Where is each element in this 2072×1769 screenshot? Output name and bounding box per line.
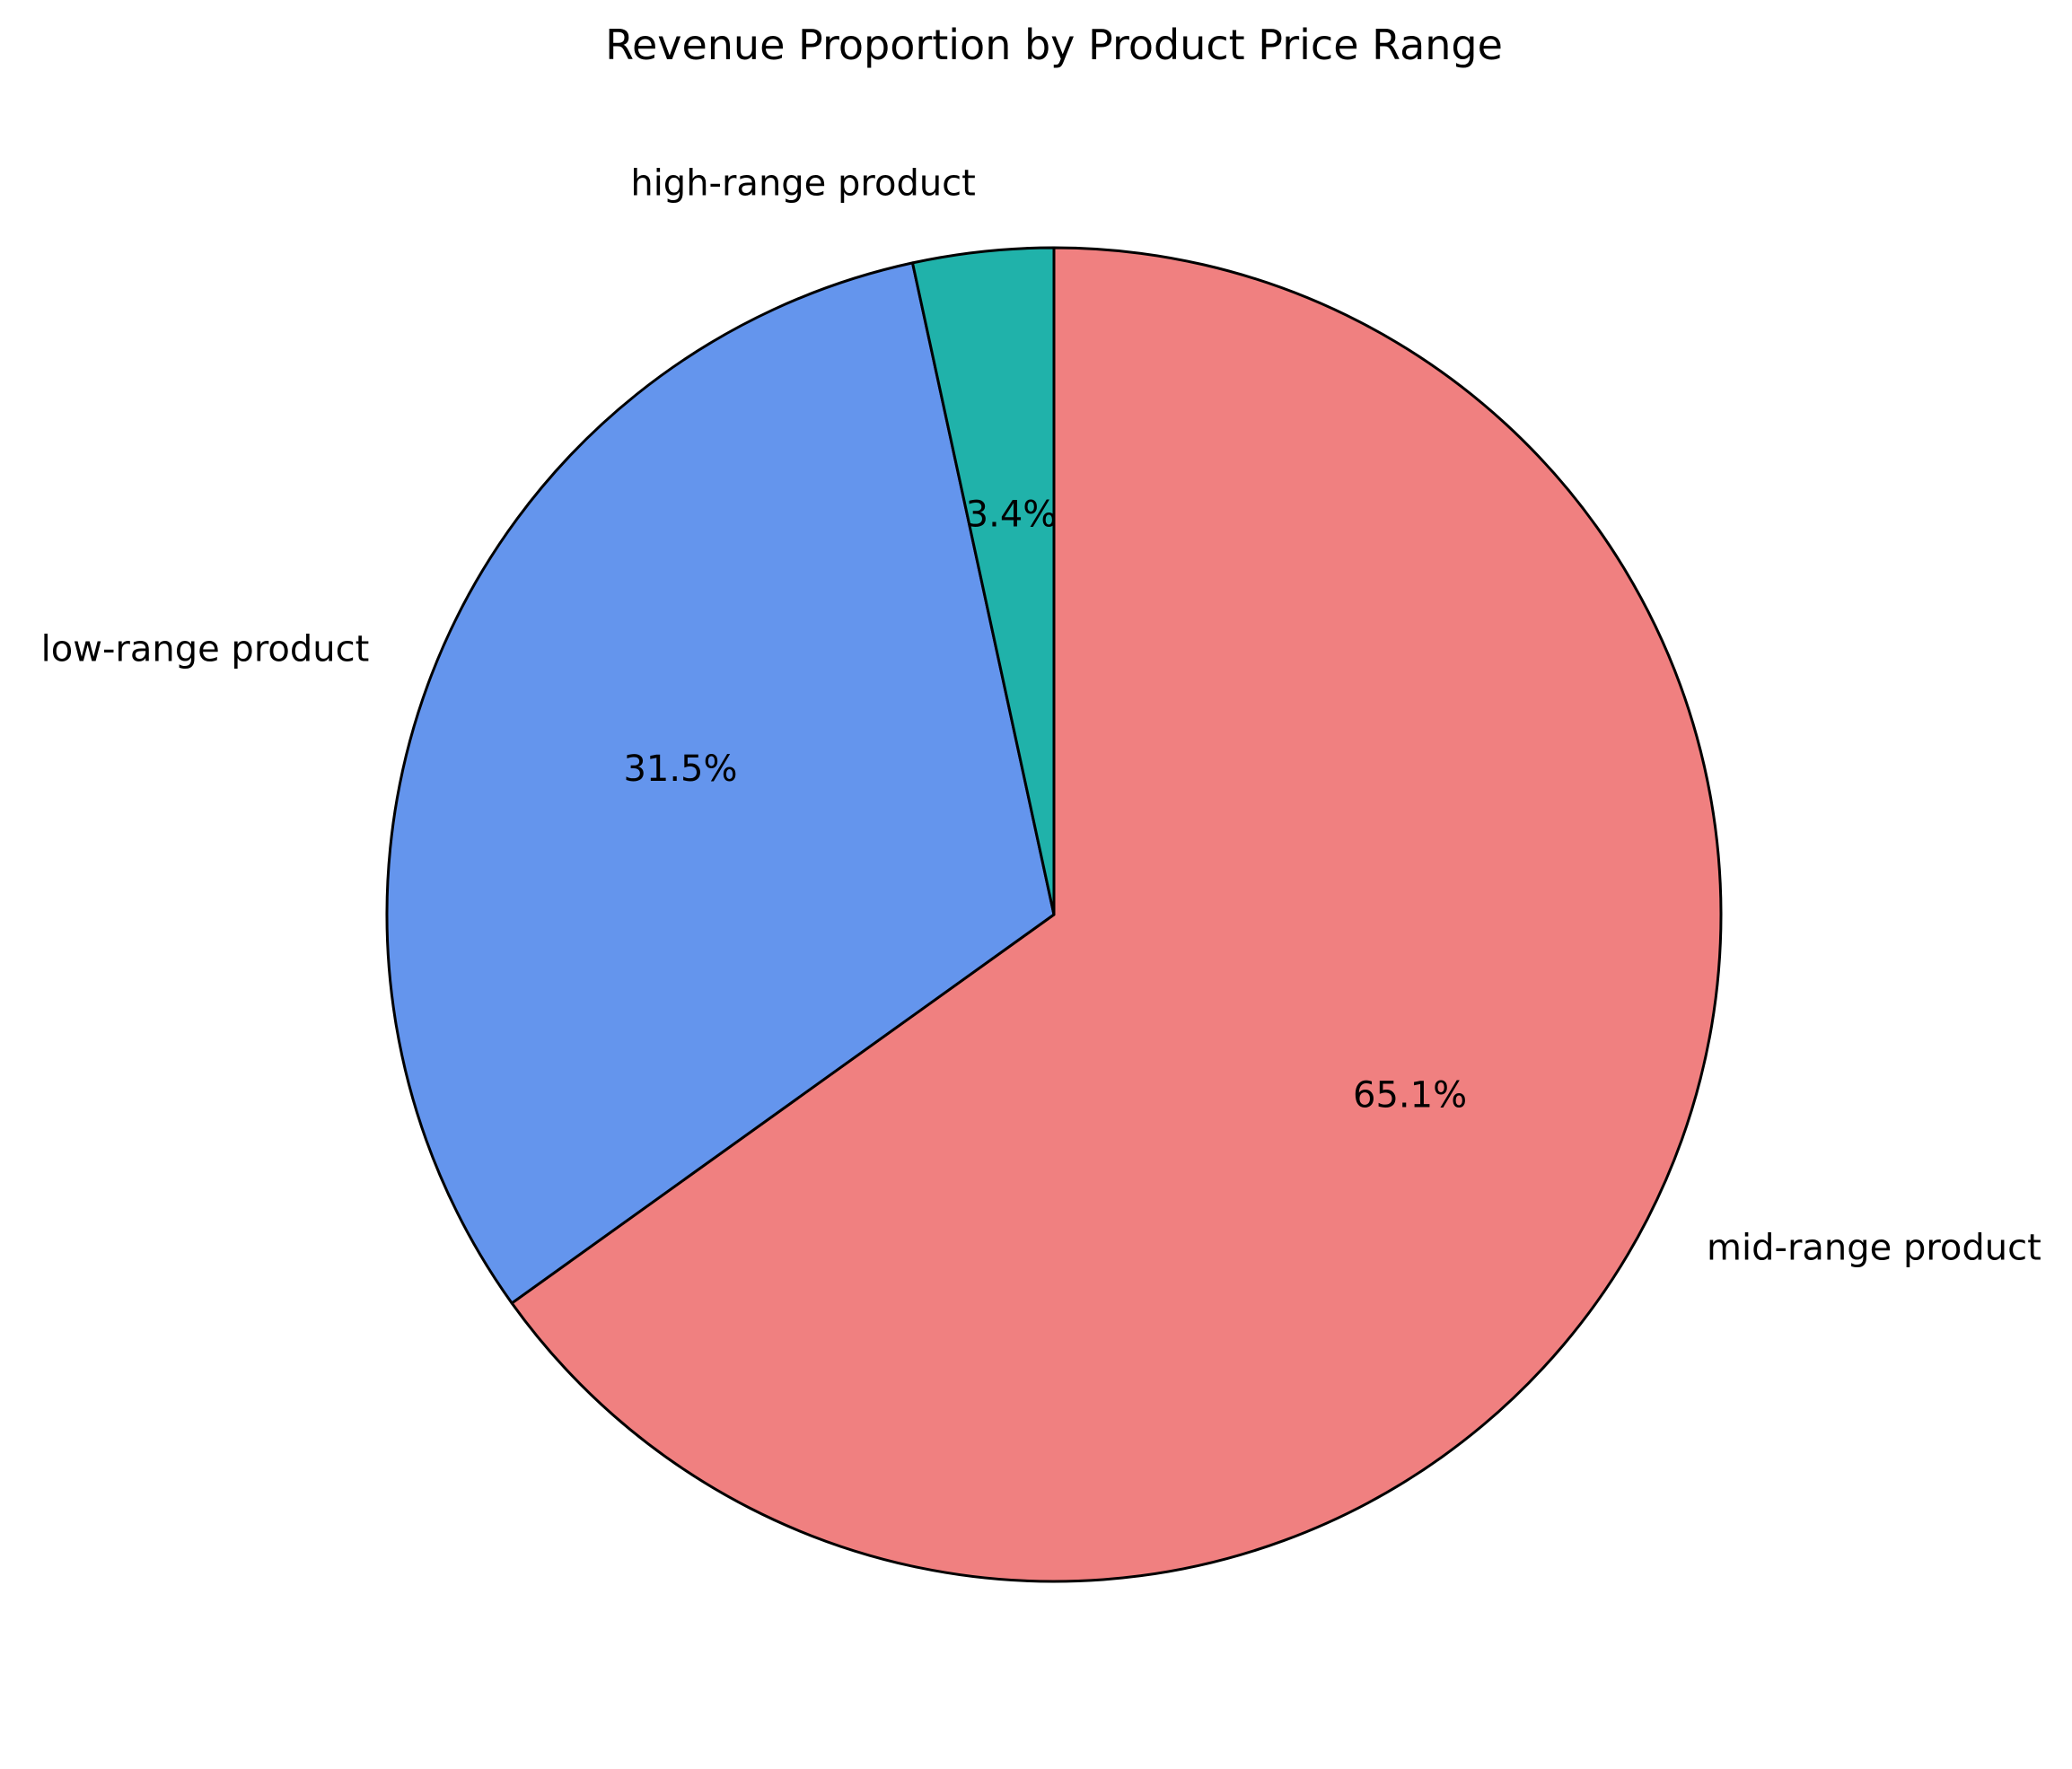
slice-label: low-range product [41, 628, 370, 670]
pie-slices [385, 246, 1723, 1583]
pie-labels: mid-range product 65.1% low-range product 3… [41, 162, 2041, 1268]
pie-slice-high-range-product [910, 246, 1056, 916]
chart-title: Revenue Proportion by Product Price Rang… [605, 21, 1503, 69]
slice-label: high-range product [630, 162, 976, 204]
percent-label: 3.4% [966, 495, 1058, 536]
percent-label: 31.5% [623, 749, 737, 790]
slice-label: mid-range product [1707, 1227, 2041, 1268]
pie-slice-mid-range-product [510, 246, 1723, 1583]
percent-label: 65.1% [1353, 1075, 1467, 1117]
pie-slice-low-range-product [385, 261, 1056, 1305]
